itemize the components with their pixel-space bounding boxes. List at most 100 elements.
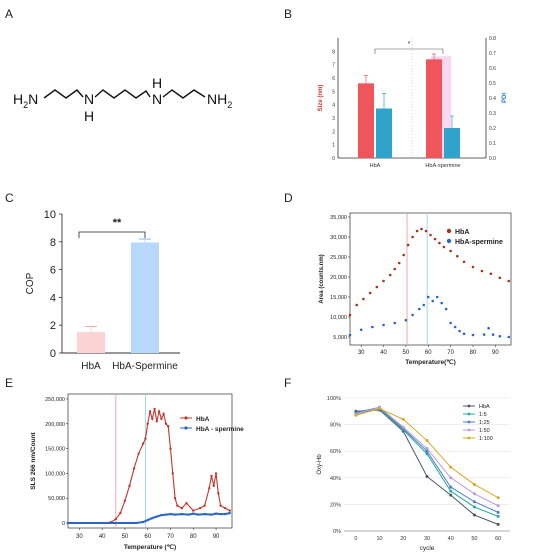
panel-letter-b: B (284, 7, 292, 21)
e-xtick-label: 60 (144, 534, 151, 540)
e-plot-frame (67, 393, 233, 529)
d-data-point (471, 333, 475, 337)
e-data-point (192, 512, 195, 515)
d-data-point (348, 333, 352, 337)
panel-letter-c: C (5, 191, 14, 205)
d-data-point (375, 285, 379, 289)
e-xtick-label: 30 (76, 534, 83, 540)
d-data-point (458, 329, 461, 333)
d-data-point (444, 307, 448, 311)
b-ylabel: Size (nm) (318, 85, 324, 112)
f-data-point (496, 514, 500, 518)
c-sig-marker: ** (113, 217, 122, 229)
e-data-point (185, 501, 188, 505)
e-data-point (180, 512, 184, 516)
d-data-point (415, 229, 419, 233)
d-xtick-label: 70 (447, 350, 454, 356)
e-data-point (144, 437, 147, 440)
b-sig-bracket (374, 48, 444, 54)
d-ytick-label: 35,000 (330, 215, 347, 221)
b-ytick-label: 0 (332, 156, 335, 162)
e-data-point (192, 509, 195, 512)
f-xtick-label: 0 (354, 536, 357, 542)
f-data-point (472, 482, 476, 486)
f-data-point (496, 522, 500, 526)
f-ytick-label: 80% (330, 423, 341, 429)
e-data-point (219, 504, 222, 507)
f-xtick-label: 20 (400, 536, 406, 542)
e-data-point (203, 512, 206, 516)
b-ytick-label: 4 (332, 103, 335, 109)
d-data-point (462, 332, 466, 336)
b-ytick-label: 2 (332, 129, 335, 135)
d-data-point (411, 235, 414, 239)
f-data-point (425, 474, 429, 478)
f-legend-label: 1:50 (479, 428, 490, 434)
e-xtick-label: 70 (167, 534, 174, 540)
e-data-point (160, 513, 163, 517)
d-data-point (507, 335, 511, 339)
f-data-point (449, 493, 453, 497)
b-bar (358, 83, 374, 158)
d-data-point (433, 237, 437, 241)
f-data-point (449, 489, 453, 493)
d-data-point (424, 229, 428, 233)
b-ytick-label: 7 (332, 63, 335, 69)
e-data-point (146, 422, 149, 425)
f-data-point (354, 413, 358, 417)
d-ylabel: Area (counts.nm) (319, 254, 325, 303)
f-series-line (355, 409, 499, 525)
panel-f-chart: 0% 20% 40% 60% 80% 100% 0 10 20 30 40 50 60 cycle Oxy-… (317, 396, 510, 552)
mol-nh2-right: NH2 (207, 91, 232, 110)
b-ytick-label: 6 (332, 76, 335, 82)
d-ytick-label: 25,000 (330, 255, 347, 261)
b-y2tick-label: 0.4 (489, 96, 496, 102)
mol-chain-3 (162, 89, 206, 99)
d-legend-marker (446, 228, 452, 234)
b-ytick-label: 3 (332, 116, 335, 122)
e-data-point (151, 516, 154, 520)
e-data-point (198, 506, 202, 510)
f-ytick-label: 40% (330, 476, 341, 482)
mol-n-1: N (84, 91, 94, 107)
f-legend-label: HbA (479, 404, 490, 410)
d-data-point (411, 313, 414, 317)
e-data-point (153, 407, 156, 411)
d-data-point (420, 227, 423, 231)
b-y2tick-label: 0.5 (489, 81, 496, 87)
e-data-point (141, 520, 145, 524)
d-data-point (487, 326, 490, 330)
b-y2tick-label: 0.0 (489, 156, 496, 162)
panel-letter-e: E (5, 376, 13, 390)
b-category-label: HbA-spermine (425, 163, 460, 169)
c-sig-bracket (78, 231, 146, 238)
d-data-point (449, 321, 452, 325)
b-category-label: HbA (370, 163, 381, 169)
e-data-point (66, 521, 70, 525)
e-ytick-label: 0 (62, 521, 65, 527)
f-legend-marker (467, 428, 471, 432)
e-data-point (214, 512, 218, 515)
e-data-point (180, 506, 184, 510)
e-ytick-label: 200,000 (45, 422, 65, 428)
mol-h-1: H (84, 108, 94, 124)
f-xlabel: cycle (420, 545, 435, 552)
e-data-point (228, 511, 231, 515)
e-data-point (132, 467, 136, 470)
e-data-point (223, 512, 227, 516)
f-xtick-label: 50 (471, 536, 477, 542)
e-xtick-label: 80 (190, 534, 197, 540)
f-ytick-label: 0% (333, 529, 341, 535)
b-y2tick-label: 0.2 (489, 126, 496, 132)
e-series-line (68, 408, 230, 524)
d-xlabel: Temperature(℃) (405, 358, 456, 366)
e-data-point (214, 472, 218, 475)
e-data-point (135, 521, 138, 525)
b-ytick-label: 5 (332, 89, 335, 95)
e-data-point (228, 509, 231, 512)
e-data-point (119, 511, 122, 515)
e-legend-marker (184, 426, 188, 430)
f-data-point (472, 513, 476, 517)
e-data-point (223, 506, 227, 510)
panel-e-chart: 30 40 50 60 70 80 90 0 50,000 100,000 150,000 200,0… (30, 393, 244, 551)
